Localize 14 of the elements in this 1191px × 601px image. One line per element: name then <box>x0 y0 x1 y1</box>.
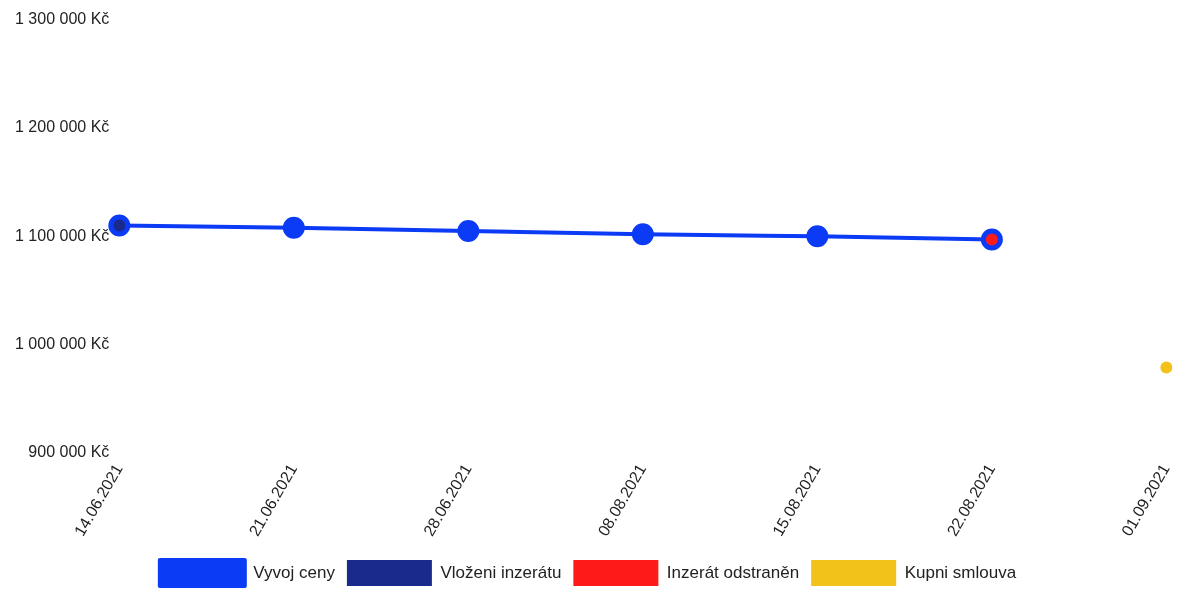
y-tick-label: 1 300 000 Kč <box>15 10 110 28</box>
point <box>1160 361 1173 374</box>
point <box>631 223 654 246</box>
y-tick-label: 1 100 000 Kč <box>15 226 110 244</box>
legend-label: Inzerát odstraněn <box>666 562 800 582</box>
y-tick-label: 1 200 000 Kč <box>15 118 110 136</box>
y-tick-label: 1 000 000 Kč <box>15 335 110 353</box>
y-tick-label: 900 000 Kč <box>28 443 110 461</box>
point <box>282 216 305 239</box>
legend-label: Vloženi inzerátu <box>440 562 562 582</box>
legend-label: Kupni smlouva <box>904 562 1017 582</box>
legend-label: Vyvoj ceny <box>253 562 336 582</box>
point <box>457 219 480 242</box>
point <box>806 225 829 248</box>
